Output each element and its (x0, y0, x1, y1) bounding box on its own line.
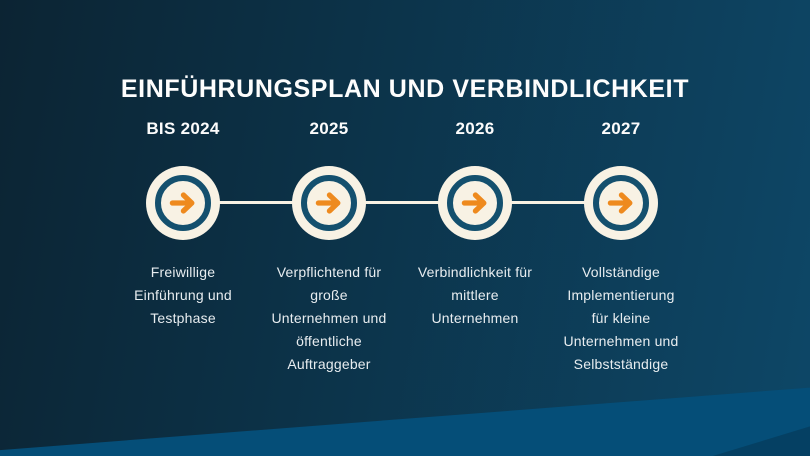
milestone-column-2024: BIS 2024 Freiwillige Einführung und Test… (110, 0, 256, 456)
arrow-right-icon (606, 188, 636, 218)
milestone-description: Verbindlichkeit für mittlere Unternehmen (417, 264, 533, 326)
arrow-right-icon (168, 188, 198, 218)
milestone-marker (438, 166, 512, 240)
milestone-column-2027: 2027 Vollständige Implementierung für kl… (548, 0, 694, 456)
timeline-connector-line (183, 201, 621, 204)
milestone-marker-ring (155, 175, 211, 231)
milestone-year: BIS 2024 (146, 119, 220, 138)
milestone-column-2026: 2026 Verbindlichkeit für mittlere Untern… (402, 0, 548, 456)
milestone-marker-ring (301, 175, 357, 231)
milestone-marker (146, 166, 220, 240)
slide-title: EINFÜHRUNGSPLAN UND VERBINDLICHKEIT (120, 74, 690, 103)
milestone-column-2025: 2025 Verpflichtend für große Unternehmen… (256, 0, 402, 456)
milestone-marker (584, 166, 658, 240)
milestone-year: 2025 (309, 119, 349, 138)
timeline: BIS 2024 Freiwillige Einführung und Test… (110, 0, 694, 456)
milestone-description: Verpflichtend für große Unternehmen und … (271, 264, 387, 372)
milestone-description: Freiwillige Einführung und Testphase (134, 264, 232, 326)
arrow-right-icon (314, 188, 344, 218)
milestone-marker-ring (593, 175, 649, 231)
milestone-marker-ring (447, 175, 503, 231)
milestone-description: Vollständige Implementierung für kleine … (563, 264, 679, 372)
arrow-right-icon (460, 188, 490, 218)
milestone-year: 2027 (601, 119, 641, 138)
milestone-year: 2026 (455, 119, 495, 138)
milestone-marker (292, 166, 366, 240)
